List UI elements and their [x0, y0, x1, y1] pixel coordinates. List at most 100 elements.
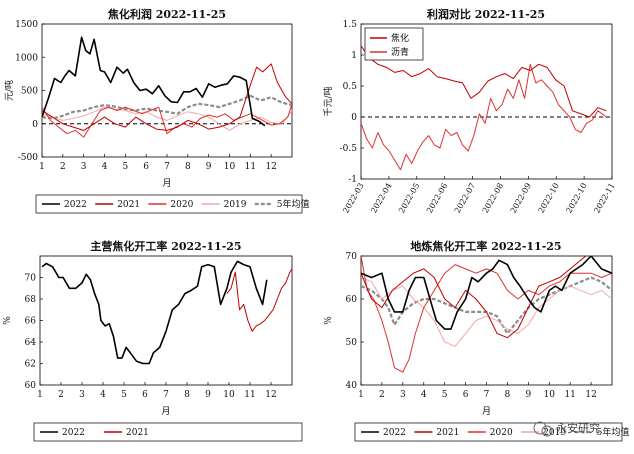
x-tick-label: 10	[224, 162, 236, 172]
chart-title: 利润对比 2022-11-25	[427, 7, 545, 21]
x-tick-label: 2	[58, 390, 64, 400]
x-tick-label: 2022-07	[453, 182, 477, 215]
x-tick-label: 2022-08	[481, 182, 505, 215]
x-tick-label: 11	[564, 390, 575, 400]
y-tick-label: 60	[346, 295, 358, 305]
wechat-icon	[533, 421, 547, 435]
x-tick-label: 6	[143, 162, 149, 172]
legend-label: 2021	[436, 428, 459, 438]
x-tick-label: 8	[184, 390, 190, 400]
x-tick-label: 7	[163, 390, 169, 400]
wechat-icon	[541, 425, 553, 437]
x-axis-label: 月	[161, 406, 170, 417]
x-tick-label: 12	[265, 162, 276, 172]
legend-label: 2019	[224, 200, 247, 210]
y-tick-label: -0.5	[340, 144, 358, 154]
x-tick-label: 2	[60, 162, 66, 172]
legend-label: 5年均值	[597, 426, 630, 438]
legend-label: 焦化	[391, 32, 409, 44]
x-tick-label: 8	[505, 390, 511, 400]
y-tick-label: 1	[351, 51, 357, 61]
x-tick-label: 8	[185, 162, 191, 172]
y-axis-label: 元/吨	[3, 80, 15, 101]
legend-label: 2020	[170, 200, 193, 210]
y-tick-label: 1.5	[343, 20, 358, 30]
chart-title: 地炼焦化开工率 2022-11-25	[410, 239, 561, 253]
series-line-2021	[361, 256, 612, 339]
x-tick-label: 1	[37, 390, 43, 400]
x-tick-label: 2022-09	[509, 182, 533, 215]
x-tick-label: 2022-10	[537, 182, 561, 215]
chart-title: 焦化利润 2022-11-25	[107, 7, 226, 21]
x-tick-label: 9	[205, 390, 211, 400]
series-line-2021	[226, 268, 292, 332]
series-line-5年均值	[42, 94, 292, 120]
x-tick-label: 9	[525, 390, 531, 400]
x-tick-label: 1	[39, 162, 45, 172]
legend-label: 2022	[383, 428, 406, 438]
y-tick-label: -1	[348, 175, 357, 185]
legend-box	[33, 422, 303, 442]
x-tick-label: 6	[463, 390, 469, 400]
plot-frame	[360, 23, 613, 180]
y-tick-label: 68	[25, 295, 37, 305]
x-tick-label: 11	[244, 390, 255, 400]
series-line-5年均值	[361, 276, 612, 335]
legend-label: 2022	[64, 200, 87, 210]
watermark-text: 永安研究	[556, 421, 600, 435]
x-axis-label: 月	[482, 406, 491, 417]
y-tick-label: 0	[351, 113, 357, 123]
y-tick-label: 70	[346, 252, 358, 262]
x-tick-label: 10	[544, 390, 556, 400]
x-tick-label: 4	[102, 162, 108, 172]
series-line-焦化	[361, 45, 607, 118]
x-tick-label: 1	[358, 390, 364, 400]
watermark: 永安研究	[533, 421, 600, 437]
series-line-2019	[42, 106, 292, 131]
x-tick-label: 2022-03	[341, 182, 365, 215]
x-tick-label: 5	[442, 390, 448, 400]
legend-box	[354, 422, 623, 442]
x-tick-label: 2022-10	[564, 182, 588, 215]
legend-label: 2020	[490, 428, 513, 438]
plot-frame	[39, 255, 293, 386]
x-tick-label: 6	[142, 390, 148, 400]
x-axis-label: 月	[162, 178, 171, 189]
legend-label: 5年均值	[277, 198, 310, 210]
y-tick-label: 0	[32, 120, 38, 130]
x-tick-label: 2022-06	[425, 182, 449, 215]
y-tick-label: 1500	[15, 20, 38, 30]
x-tick-label: 3	[81, 162, 87, 172]
series-line-2022	[41, 260, 268, 365]
y-axis-label: 千元/吨	[322, 86, 334, 116]
x-tick-label: 12	[585, 390, 596, 400]
x-tick-label: 2	[379, 390, 385, 400]
series-line-2022	[42, 36, 266, 127]
series-line-2020	[42, 103, 292, 138]
y-tick-label: 0.5	[343, 82, 358, 92]
legend-box	[35, 194, 303, 214]
x-tick-label: 9	[206, 162, 212, 172]
y-tick-label: 50	[346, 338, 358, 348]
x-tick-label: 2022-11	[592, 182, 616, 215]
series-line-2020	[361, 256, 612, 373]
y-axis-label: %	[3, 316, 13, 325]
x-tick-label: 5	[122, 162, 128, 172]
legend-label: 2022	[62, 428, 85, 438]
x-tick-label: 4	[421, 390, 427, 400]
x-tick-label: 4	[100, 390, 106, 400]
series-line-2019	[361, 277, 612, 347]
y-tick-label: 66	[25, 317, 37, 327]
series-line-2022	[361, 256, 612, 330]
x-tick-label: 3	[79, 390, 85, 400]
legend-label: 沥青	[391, 46, 409, 58]
legend-label: 2021	[117, 200, 140, 210]
legend-box	[364, 27, 424, 61]
x-tick-label: 12	[265, 390, 276, 400]
y-tick-label: 62	[25, 360, 36, 370]
legend-label: 2019	[543, 428, 566, 438]
